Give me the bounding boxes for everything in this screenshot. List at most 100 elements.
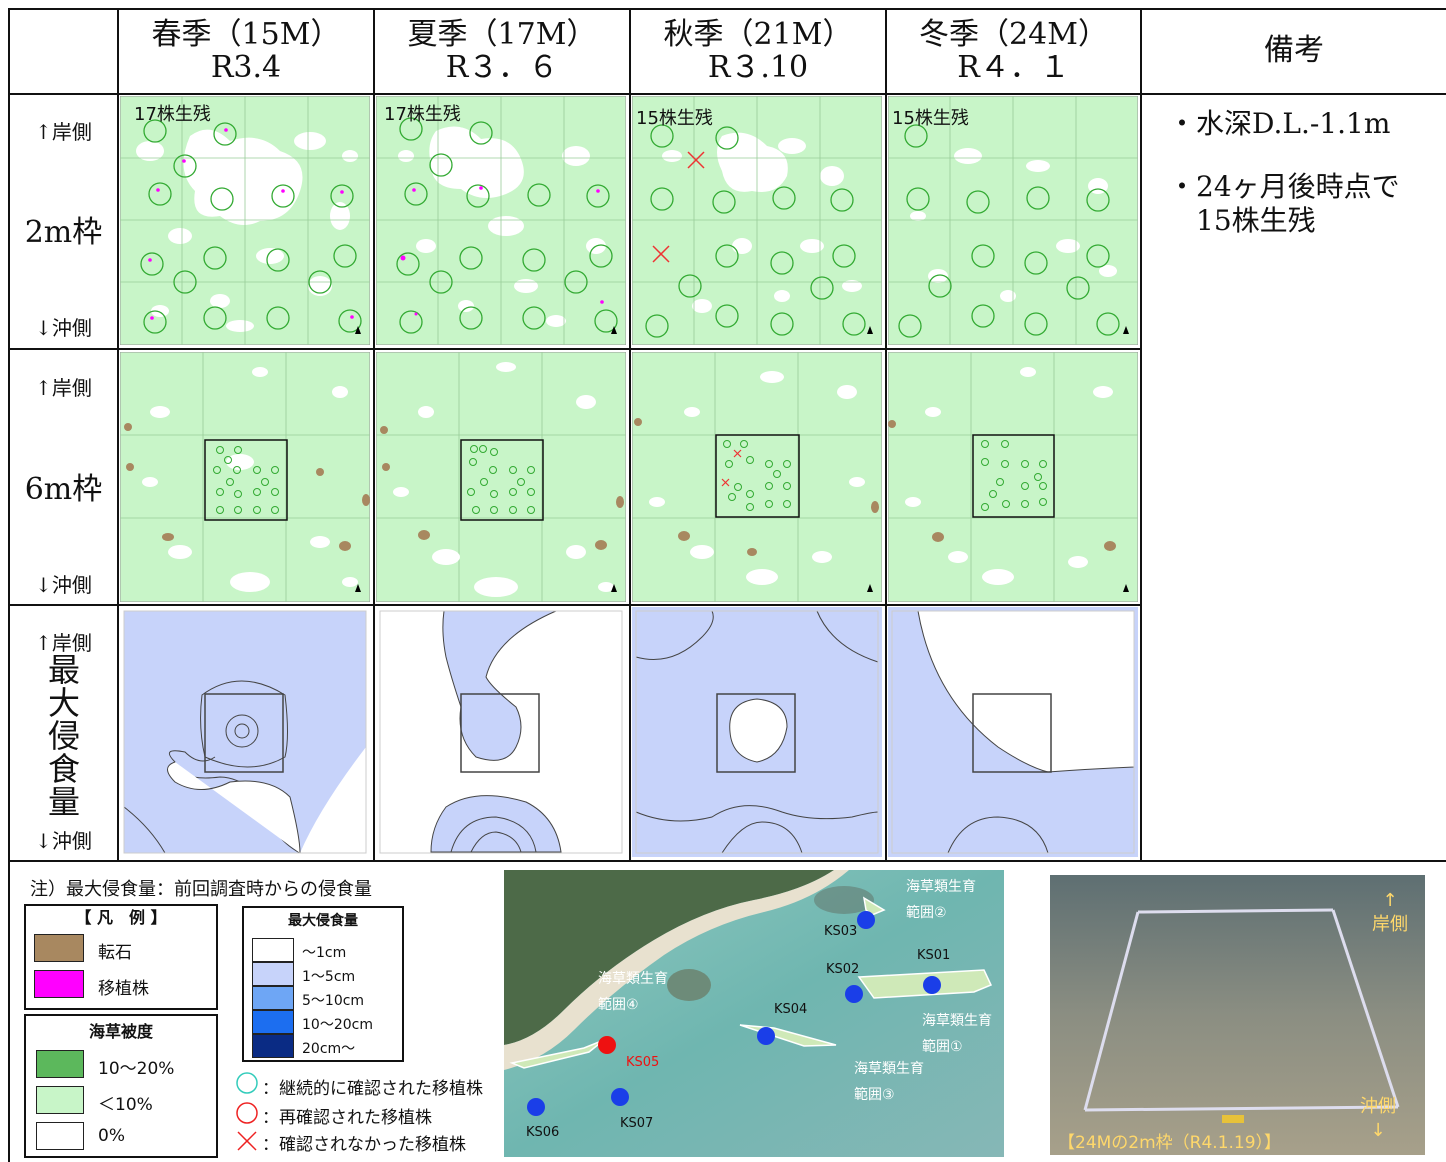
legend-note: 注）最大侵食量：前回調査時からの侵食量 [30,879,372,900]
legend-title: 【 凡 例 】 [75,908,167,927]
remark-survival-count: 15株生残 [1196,204,1316,237]
area-label-3-line2: 範囲③ [854,1087,895,1103]
area-label-2: 海草類生育範囲② [906,874,976,926]
erosion-level-2: 1～5cm [302,969,356,985]
aerial-map: KS01 KS02 KS03 KS04 KS05 KS06 KS07 海草類生育… [504,870,1004,1157]
erosion-level-3: 5～10cm [302,993,365,1009]
season-date: R３.10 [707,50,809,85]
symbol-icons [236,1072,258,1151]
erosion-level-1: ～1cm [302,945,347,961]
survival-label: 17株生残 [134,104,211,125]
area-label-4: 海草類生育範囲④ [598,966,668,1018]
season-name: 春季（15M） [151,17,341,52]
legend-main: 【 凡 例 】 転石 移植株 [24,904,218,1010]
erosion-level-4: 10～20cm [302,1017,373,1033]
row-label-2m: 2m枠 [24,215,103,250]
photo-caption: 【24Mの2m枠（R4.1.19）】 [1058,1133,1282,1153]
panel-erosion-spring [120,607,370,857]
coverage-high-swatch [36,1050,84,1078]
photo-offshore-text: 沖側 [1360,1096,1396,1117]
reconfirmed-circle-icon [236,1102,258,1124]
season-date: R４．１ [957,50,1070,85]
area-label-2-line2: 範囲② [906,905,947,921]
quadrat-photo: ↑ 岸側 沖側 ↓ 【24Mの2m枠（R4.1.19）】 [1050,875,1425,1155]
symbol-reconfirmed-label: ：再確認された移植株 [262,1108,432,1128]
remark-survival: ・24ヶ月後時点で [1168,170,1400,203]
continued-circle-icon [236,1072,258,1094]
coverage-low-label: ＜10% [98,1095,153,1115]
station-ks01: KS01 [917,948,951,963]
panel-2m-summer: 17株生残 [376,96,626,345]
season-date: R3.4 [210,50,282,85]
boulder-swatch [34,934,84,962]
panel-2m-autumn: 15株生残 [632,96,882,345]
station-ks05: KS05 [626,1055,660,1070]
header-autumn: 秋季（21M） R３.10 [631,18,885,84]
survival-label: 17株生残 [384,104,461,125]
row-label-6m: 6m枠 [24,472,103,507]
photo-shore-label: ↑ 岸側 [1372,889,1408,937]
legend-erosion: 最大侵食量 ～1cm 1～5cm 5～10cm 10～20cm 20cm～ [242,906,404,1062]
survival-label: 15株生残 [636,108,713,129]
panel-erosion-autumn [632,607,882,857]
coverage-high-label: 10～20% [98,1059,175,1079]
erosion-swatch-5 [252,1034,294,1058]
transplant-label: 移植株 [98,979,149,999]
area-label-1: 海草類生育範囲① [922,1008,992,1060]
coverage-zero-label: 0% [98,1126,125,1146]
shore-label: ↑岸側 [35,631,92,655]
row-label-erosion: 最大侵食量 [47,651,80,821]
photo-offshore-label: 沖側 ↓ [1360,1095,1396,1143]
panel-erosion-winter [888,607,1138,857]
survival-label: 15株生残 [892,108,969,129]
erosion-swatch-2 [252,962,294,986]
transplant-swatch [34,970,84,998]
seaweed-title: 海草被度 [88,1022,153,1041]
offshore-label: ↓沖側 [35,829,92,853]
area-label-4-line2: 範囲④ [598,997,639,1013]
season-name: 夏季（17M） [407,17,597,52]
symbol-continued-label: ：継続的に確認された移植株 [262,1079,483,1099]
legend-seaweed: 海草被度 10～20% ＜10% 0% [24,1014,218,1158]
erosion-level-5: 20cm～ [302,1041,356,1057]
panel-2m-spring: 17株生残 [120,96,370,345]
header-summer: 夏季（17M） R３．６ [375,18,629,84]
panel-2m-winter: 15株生残 [888,96,1138,345]
photo-shore-text: 岸側 [1372,914,1408,935]
photo-offshore-arrow: ↓ [1370,1120,1386,1141]
station-ks03: KS03 [824,924,858,939]
area-label-3: 海草類生育範囲③ [854,1056,924,1108]
station-ks02: KS02 [826,962,860,977]
area-label-4-line1: 海草類生育 [598,971,668,987]
area-label-1-line2: 範囲① [922,1039,963,1055]
area-label-3-line1: 海草類生育 [854,1061,924,1077]
header-winter: 冬季（24M） R４．１ [887,18,1140,84]
remark-depth: ・水深D.L.-1.1m [1168,107,1391,140]
erosion-swatch-1 [252,938,294,962]
panel-6m-spring [120,352,370,602]
season-name: 冬季（24M） [919,17,1108,52]
station-ks07: KS07 [620,1116,654,1131]
shore-label: ↑岸側 [35,120,92,144]
boulder-label: 転石 [98,943,132,963]
coverage-zero-swatch [36,1122,84,1150]
coverage-low-swatch [36,1086,84,1114]
panel-6m-summer [376,352,626,602]
area-label-1-line1: 海草類生育 [922,1013,992,1029]
station-ks04: KS04 [774,1002,808,1017]
symbol-missing-label: ：確認されなかった移植株 [262,1135,466,1155]
erosion-title: 最大侵食量 [288,913,358,929]
photo-shore-arrow: ↑ [1382,890,1398,911]
panel-erosion-summer [376,607,626,857]
header-remarks: 備考 [1264,33,1324,68]
panel-6m-winter [888,352,1138,602]
season-date: R３．６ [445,50,559,85]
offshore-label: ↓沖側 [35,316,92,340]
erosion-swatch-3 [252,986,294,1010]
header-spring: 春季（15M） R3.4 [119,18,373,84]
area-label-2-line1: 海草類生育 [906,879,976,895]
panel-6m-autumn [632,352,882,602]
season-name: 秋季（21M） [663,17,853,52]
offshore-label: ↓沖側 [35,573,92,597]
station-ks06: KS06 [526,1125,560,1140]
